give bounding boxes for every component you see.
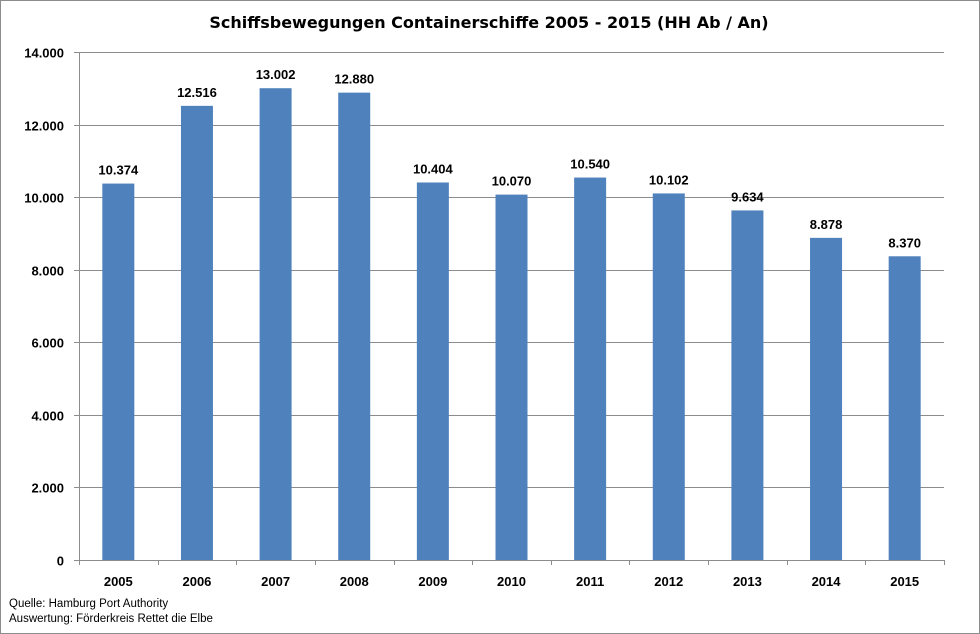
bar-2010 bbox=[495, 194, 528, 561]
y-tick-label: 10.000 bbox=[24, 191, 64, 206]
bar-2013 bbox=[731, 210, 764, 560]
data-label: 10.102 bbox=[649, 172, 689, 187]
data-label: 12.516 bbox=[177, 85, 217, 100]
y-tick-label: 2.000 bbox=[31, 481, 64, 496]
x-tick-label: 2005 bbox=[104, 574, 133, 589]
x-tick-label: 2011 bbox=[576, 574, 604, 589]
x-tick-label: 2007 bbox=[261, 574, 290, 589]
x-tick-label: 2015 bbox=[890, 574, 919, 589]
labels: 10.374 2005 12.516 2006 13.002 2007 12.880 2008… bbox=[98, 67, 921, 589]
bar-2009 bbox=[416, 182, 449, 560]
y-tick-label: 6.000 bbox=[31, 336, 64, 351]
data-label: 13.002 bbox=[256, 67, 296, 82]
x-tick-label: 2008 bbox=[340, 574, 369, 589]
source-line-1: Quelle: Hamburg Port Authority bbox=[9, 598, 169, 610]
data-label: 10.404 bbox=[413, 161, 454, 176]
bar-2015 bbox=[888, 256, 921, 560]
bar-2006 bbox=[180, 105, 213, 561]
y-tick-label: 12.000 bbox=[24, 119, 64, 134]
source-line-2: Auswertung: Förderkreis Rettet die Elbe bbox=[9, 613, 213, 625]
x-tick-label: 2012 bbox=[654, 574, 683, 589]
bar-2005 bbox=[102, 183, 135, 560]
bar-2012 bbox=[652, 193, 685, 560]
y-tick-label: 0 bbox=[57, 554, 64, 569]
data-label: 10.374 bbox=[98, 163, 139, 178]
bar-2008 bbox=[338, 92, 371, 560]
bar-2014 bbox=[810, 237, 843, 561]
x-tick-label: 2014 bbox=[812, 574, 842, 589]
x-tick-label: 2006 bbox=[182, 574, 211, 589]
bars bbox=[102, 88, 921, 561]
y-tick-label: 14.000 bbox=[24, 46, 64, 61]
y-tick-label: 8.000 bbox=[31, 264, 64, 279]
bar-2007 bbox=[259, 88, 292, 561]
x-tick-label: 2010 bbox=[497, 574, 526, 589]
x-tick-label: 2013 bbox=[733, 574, 762, 589]
x-tick-label: 2009 bbox=[418, 574, 447, 589]
y-tick-label: 4.000 bbox=[31, 409, 64, 424]
data-label: 10.540 bbox=[570, 157, 610, 172]
data-label: 8.878 bbox=[810, 217, 843, 232]
data-label: 9.634 bbox=[731, 189, 764, 204]
data-label: 8.370 bbox=[888, 235, 921, 250]
chart-title: Schiffsbewegungen Containerschiffe 2005 … bbox=[209, 13, 769, 32]
data-label: 12.880 bbox=[334, 72, 374, 87]
bar-2011 bbox=[574, 177, 607, 560]
axes: 0 2.000 4.000 6.000 8.000 10.000 12.000 14.000 bbox=[24, 46, 945, 569]
data-label: 10.070 bbox=[492, 174, 532, 189]
